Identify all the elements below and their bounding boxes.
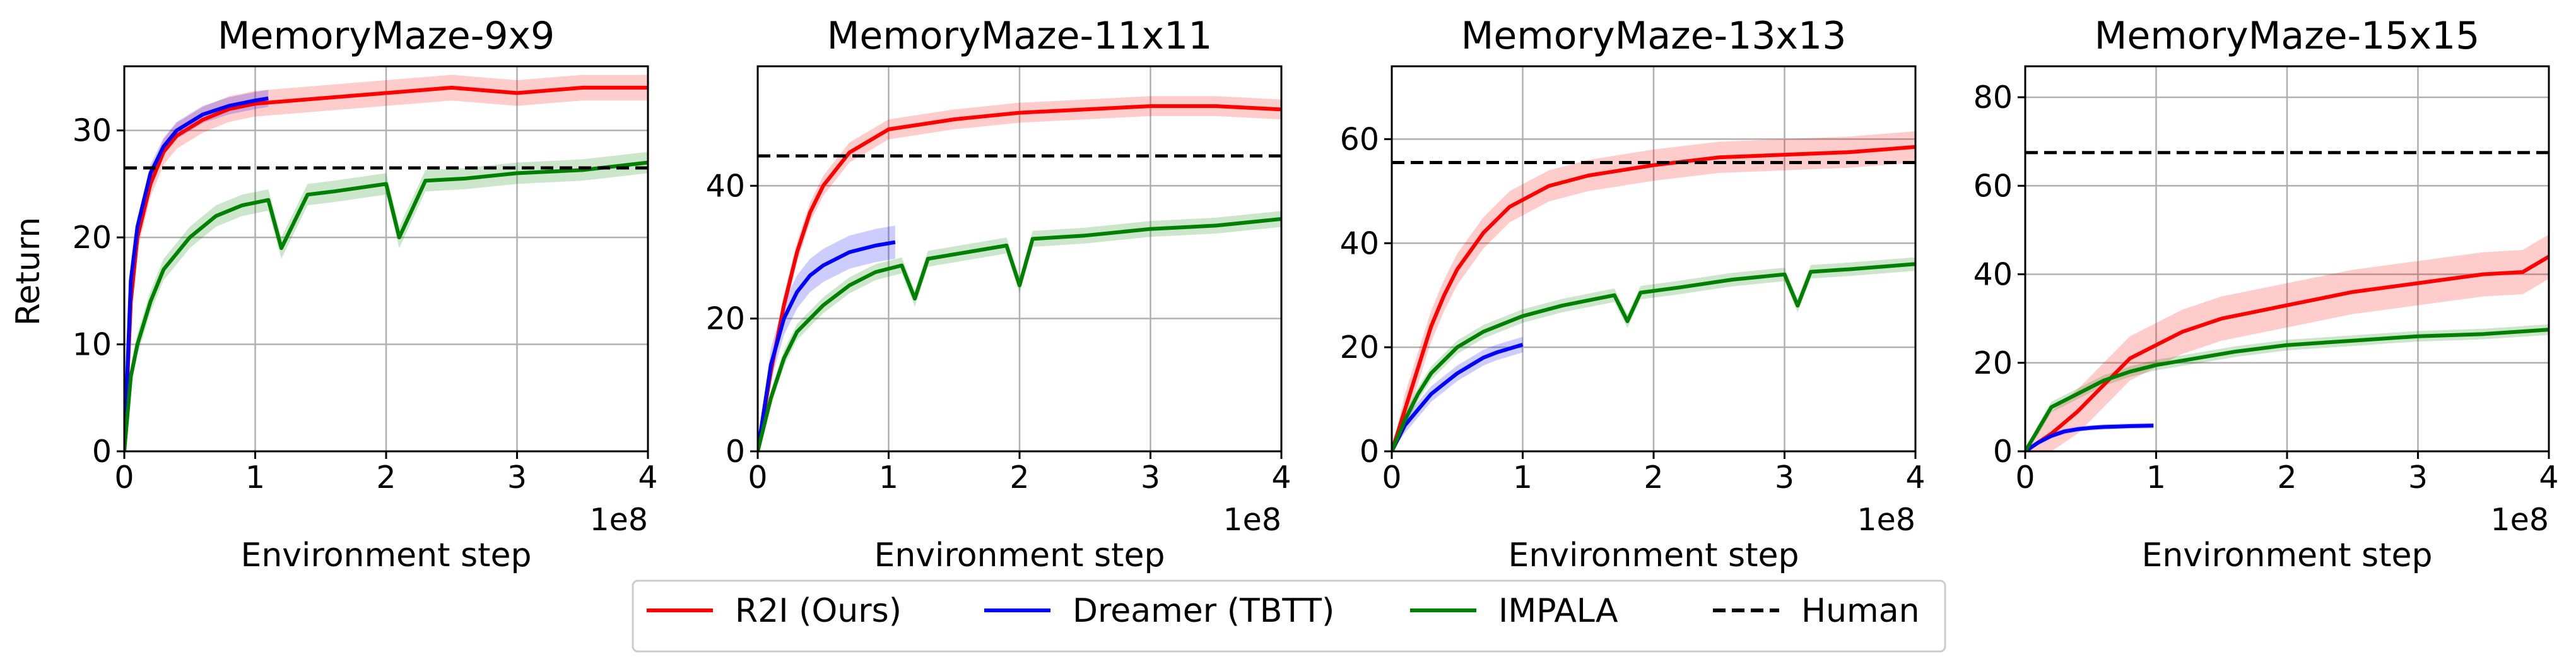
chart-panels: 0 1 2 3 401020301e8MemoryMaze-9x9Environment… bbox=[73, 14, 2559, 574]
x-tick-label: 4 bbox=[638, 460, 657, 496]
x-tick-label: 4 bbox=[2539, 460, 2558, 496]
y-tick-label: 20 bbox=[706, 301, 745, 337]
x-tick-label: 2 bbox=[2277, 460, 2297, 496]
series-line bbox=[1392, 145, 1915, 451]
plot-area bbox=[124, 74, 648, 451]
series-band bbox=[758, 211, 1281, 451]
x-tick-label: 0 bbox=[2015, 460, 2035, 496]
y-tick-label: 40 bbox=[1340, 225, 1379, 261]
x-tick-label: 4 bbox=[1271, 460, 1291, 496]
x-tick-label: 0 bbox=[748, 460, 767, 496]
x-tick-label: 2 bbox=[1009, 460, 1029, 496]
series-line bbox=[2025, 254, 2549, 451]
y-axis-label: Return bbox=[9, 217, 47, 326]
legend-label: R2I (Ours) bbox=[735, 592, 902, 630]
series-line bbox=[124, 96, 269, 451]
series-line bbox=[758, 217, 1281, 451]
x-axis-label: Environment step bbox=[1508, 537, 1799, 574]
series-band bbox=[758, 225, 895, 451]
series-band bbox=[1392, 257, 1915, 451]
x-tick-label: 3 bbox=[1141, 460, 1160, 496]
y-tick-label: 60 bbox=[1340, 121, 1379, 157]
x-tick-label: 4 bbox=[1905, 460, 1925, 496]
x-tick-label: 1 bbox=[2146, 460, 2166, 496]
plot-area bbox=[1392, 131, 1915, 451]
series-band bbox=[1392, 131, 1915, 451]
y-tick-label: 20 bbox=[73, 220, 112, 256]
series-band bbox=[2025, 324, 2549, 451]
legend-label: Human bbox=[1801, 592, 1920, 630]
series-line bbox=[1392, 343, 1524, 451]
plot-area bbox=[2025, 151, 2549, 451]
series-line bbox=[758, 104, 1281, 451]
y-tick-label: 0 bbox=[1360, 434, 1379, 470]
legend: R2I (Ours) Dreamer (TBTT) IMPALA Human bbox=[632, 579, 1946, 653]
panel-title: MemoryMaze-9x9 bbox=[218, 14, 555, 58]
y-tick-label: 80 bbox=[1973, 80, 2013, 116]
legend-label: IMPALA bbox=[1498, 592, 1618, 630]
x-tick-label: 1 bbox=[245, 460, 265, 496]
panel-title: MemoryMaze-13x13 bbox=[1461, 14, 1847, 58]
chart-panel: 0 1 2 3 4020401e8MemoryMaze-11x11Environment… bbox=[706, 14, 1291, 574]
x-tick-label: 1 bbox=[1513, 460, 1532, 496]
y-tick-label: 10 bbox=[73, 327, 112, 363]
y-tick-label: 60 bbox=[1973, 168, 2013, 204]
chart-panel: 0 1 2 3 402040601e8MemoryMaze-13x13Environme… bbox=[1340, 14, 1926, 574]
x-exponent-label: 1e8 bbox=[2491, 502, 2550, 538]
x-tick-label: 2 bbox=[1644, 460, 1663, 496]
x-tick-label: 1 bbox=[879, 460, 898, 496]
x-tick-label: 0 bbox=[1382, 460, 1401, 496]
x-tick-label: 3 bbox=[507, 460, 527, 496]
series-line bbox=[2025, 328, 2549, 451]
panel-title: MemoryMaze-11x11 bbox=[827, 14, 1213, 58]
y-tick-label: 20 bbox=[1973, 345, 2013, 381]
series-line bbox=[2025, 424, 2154, 451]
y-tick-label: 40 bbox=[706, 168, 745, 204]
x-tick-label: 3 bbox=[1775, 460, 1794, 496]
chart-panel: 0 1 2 3 4 0 10 20 30 1e8 MemoryMaze-9x9 Environment… bbox=[73, 14, 658, 574]
x-tick-label: 0 bbox=[114, 460, 134, 496]
x-exponent-label: 1e8 bbox=[1857, 502, 1916, 538]
y-tick-label: 0 bbox=[92, 434, 112, 470]
x-tick-label: 3 bbox=[2408, 460, 2428, 496]
y-tick-label: 30 bbox=[73, 113, 112, 149]
series-band bbox=[2025, 234, 2549, 451]
x-exponent-label: 1e8 bbox=[590, 502, 649, 538]
x-axis-label: Environment step bbox=[874, 537, 1165, 574]
plot-area bbox=[758, 96, 1281, 451]
y-tick-label: 40 bbox=[1973, 257, 2013, 293]
x-axis-label: Environment step bbox=[240, 537, 531, 574]
series-line bbox=[124, 85, 648, 451]
y-tick-label: 0 bbox=[1993, 434, 2013, 470]
series-band bbox=[124, 90, 269, 451]
legend-label: Dreamer (TBTT) bbox=[1073, 592, 1334, 630]
x-tick-label: 2 bbox=[376, 460, 396, 496]
y-tick-label: 20 bbox=[1340, 330, 1379, 365]
series-line bbox=[758, 240, 896, 451]
x-exponent-label: 1e8 bbox=[1223, 502, 1282, 538]
x-axis-label: Environment step bbox=[2141, 537, 2432, 574]
y-tick-label: 0 bbox=[726, 434, 745, 470]
series-line bbox=[1392, 262, 1915, 451]
chart-panel: 0 1 2 3 40204060801e8MemoryMaze-15x15Environ… bbox=[1973, 14, 2559, 574]
series-line bbox=[124, 160, 648, 451]
legend-frame bbox=[632, 579, 1946, 653]
panel-title: MemoryMaze-15x15 bbox=[2095, 14, 2480, 58]
